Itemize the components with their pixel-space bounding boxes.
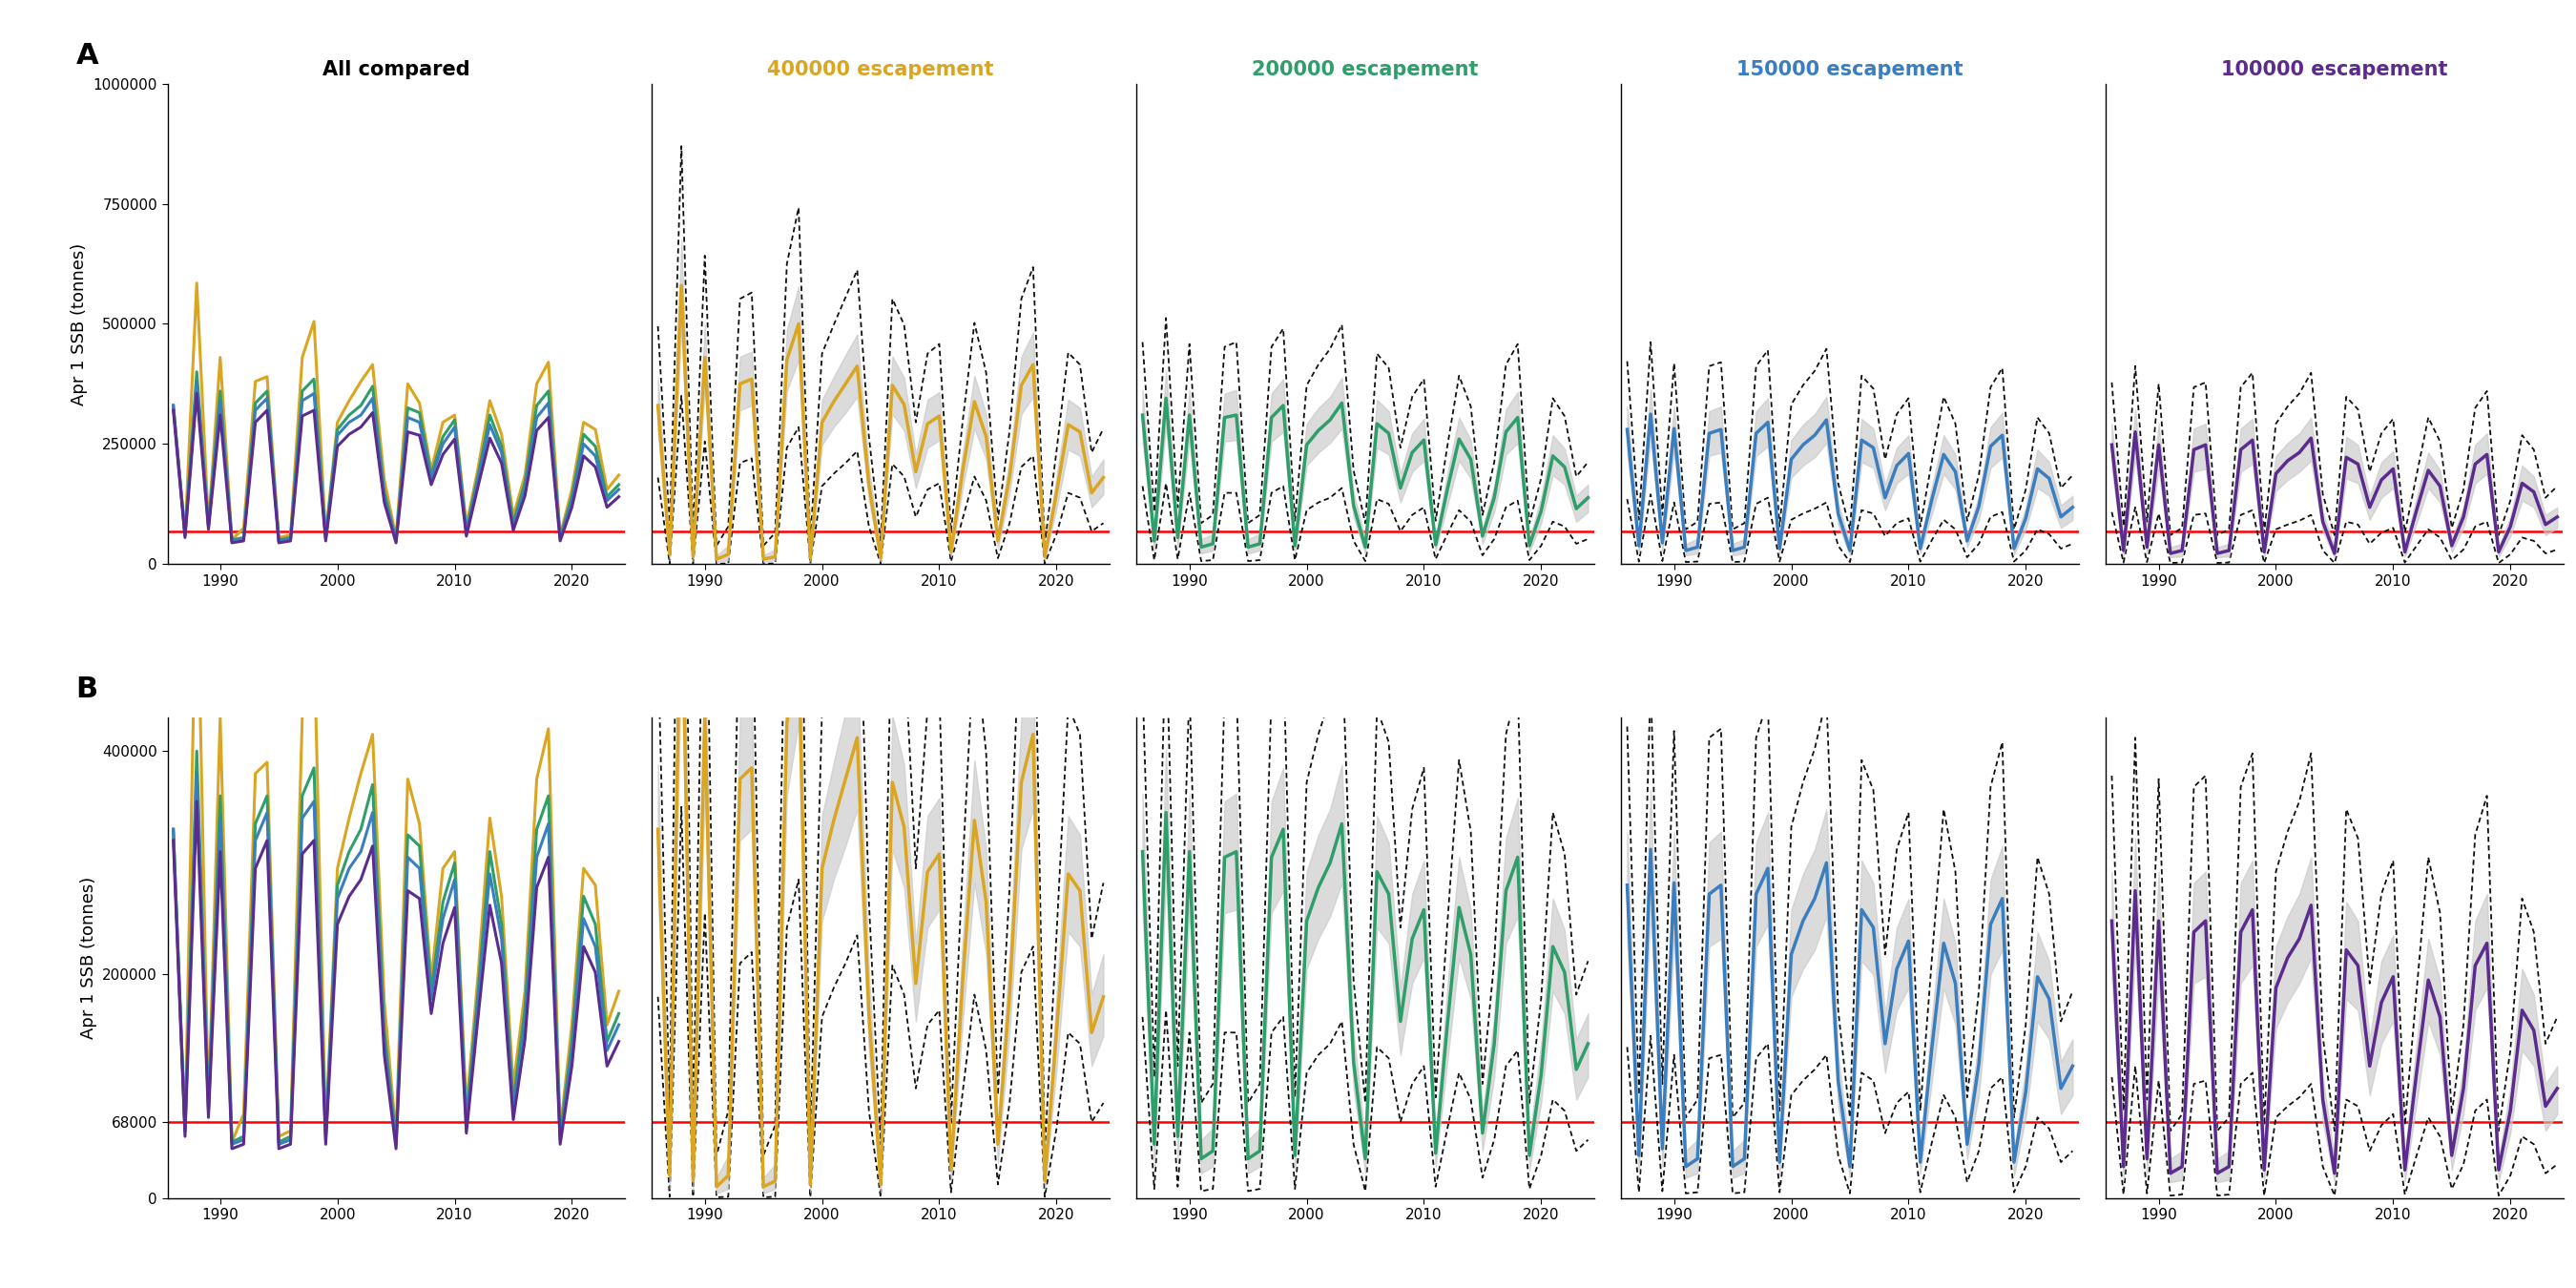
Title: 400000 escapement: 400000 escapement (768, 61, 994, 80)
Title: All compared: All compared (322, 61, 469, 80)
Y-axis label: Apr 1 SSB (tonnes): Apr 1 SSB (tonnes) (70, 242, 88, 404)
Title: 150000 escapement: 150000 escapement (1736, 61, 1963, 80)
Text: B: B (77, 675, 98, 703)
Title: 200000 escapement: 200000 escapement (1252, 61, 1479, 80)
Title: 100000 escapement: 100000 escapement (2221, 61, 2447, 80)
Y-axis label: Apr 1 SSB (tonnes): Apr 1 SSB (tonnes) (80, 877, 98, 1039)
Text: A: A (77, 41, 98, 70)
